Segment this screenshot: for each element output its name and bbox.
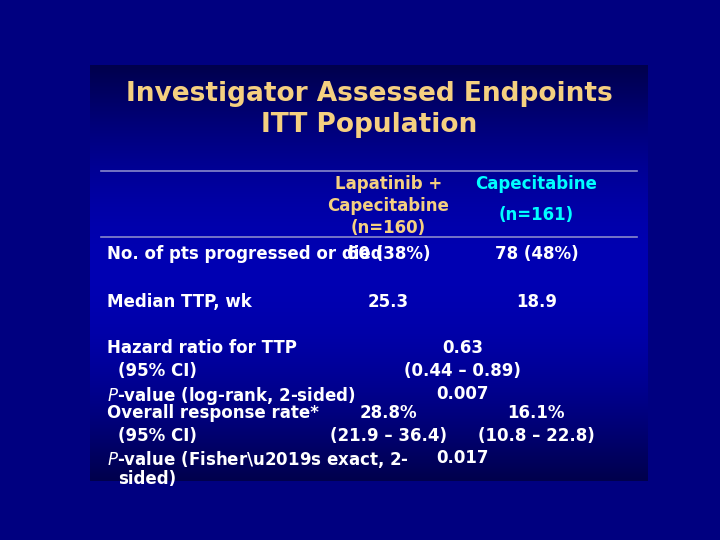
Text: 0.017: 0.017 bbox=[436, 449, 489, 468]
Text: Hazard ratio for TTP: Hazard ratio for TTP bbox=[107, 339, 297, 357]
Text: $\it{P}$-value (Fisher\u2019s exact, 2-: $\it{P}$-value (Fisher\u2019s exact, 2- bbox=[107, 449, 409, 470]
Text: (95% CI): (95% CI) bbox=[118, 427, 197, 444]
Text: (n=161): (n=161) bbox=[499, 206, 574, 224]
Text: No. of pts progressed or died: No. of pts progressed or died bbox=[107, 245, 382, 263]
Text: (21.9 – 36.4): (21.9 – 36.4) bbox=[330, 427, 447, 444]
Text: (10.8 – 22.8): (10.8 – 22.8) bbox=[478, 427, 595, 444]
Text: Investigator Assessed Endpoints
ITT Population: Investigator Assessed Endpoints ITT Popu… bbox=[125, 82, 613, 138]
Text: Capecitabine: Capecitabine bbox=[475, 175, 598, 193]
Text: sided): sided) bbox=[118, 470, 176, 488]
Text: 18.9: 18.9 bbox=[516, 293, 557, 311]
Text: 25.3: 25.3 bbox=[368, 293, 409, 311]
Text: 16.1%: 16.1% bbox=[508, 404, 565, 422]
Text: Overall response rate*: Overall response rate* bbox=[107, 404, 319, 422]
Text: Lapatinib +
Capecitabine
(n=160): Lapatinib + Capecitabine (n=160) bbox=[328, 175, 449, 238]
Text: 0.63: 0.63 bbox=[442, 339, 483, 357]
Text: Median TTP, wk: Median TTP, wk bbox=[107, 293, 251, 311]
Text: 60 (38%): 60 (38%) bbox=[347, 245, 431, 263]
Text: 28.8%: 28.8% bbox=[360, 404, 418, 422]
Text: (95% CI): (95% CI) bbox=[118, 362, 197, 380]
Text: (0.44 – 0.89): (0.44 – 0.89) bbox=[404, 362, 521, 380]
Text: 78 (48%): 78 (48%) bbox=[495, 245, 578, 263]
Text: $\it{P}$-value (log-rank, 2-sided): $\it{P}$-value (log-rank, 2-sided) bbox=[107, 385, 356, 407]
Text: 0.007: 0.007 bbox=[436, 385, 489, 403]
